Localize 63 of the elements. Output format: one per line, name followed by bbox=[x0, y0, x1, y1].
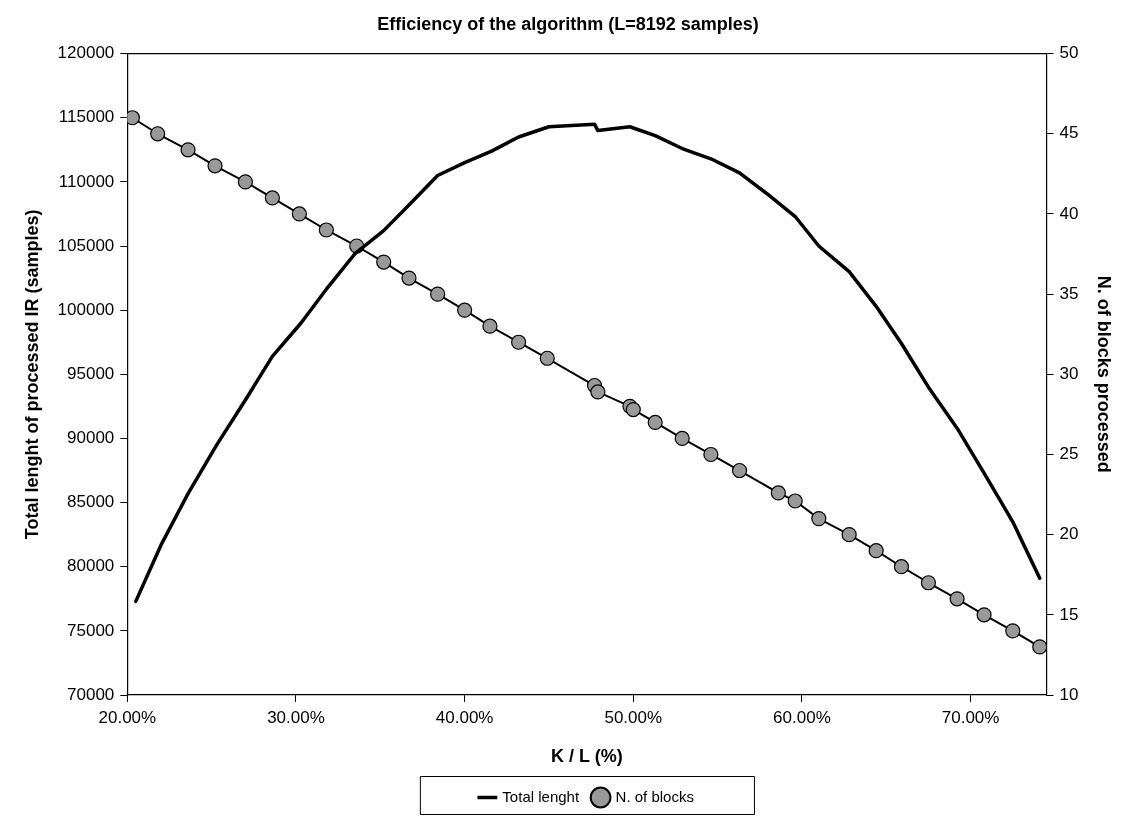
y-tick-label: 115000 bbox=[58, 107, 115, 127]
y-tick-label: 75000 bbox=[67, 620, 115, 640]
chart-title: Efficiency of the algorithm (L=8192 samples) bbox=[377, 13, 759, 34]
y-tick-label: 85000 bbox=[67, 492, 115, 512]
y-tick-label: 105000 bbox=[57, 235, 115, 255]
point bbox=[457, 302, 473, 318]
point bbox=[868, 543, 884, 559]
x-axis-title: K / L (%) bbox=[551, 746, 623, 767]
point bbox=[625, 401, 641, 418]
point bbox=[976, 607, 992, 623]
point bbox=[703, 446, 719, 463]
y2-tick-label: 15 bbox=[1059, 604, 1079, 624]
legend-label: N. of blocks bbox=[615, 787, 694, 805]
point bbox=[180, 142, 196, 158]
y-tick-label: 95000 bbox=[67, 363, 115, 383]
point bbox=[841, 527, 857, 543]
point bbox=[291, 206, 307, 222]
x-tick-label: 20.00% bbox=[98, 707, 157, 727]
point bbox=[207, 158, 223, 174]
x-tick-label: 70.00% bbox=[941, 707, 1000, 727]
point bbox=[430, 286, 446, 302]
point bbox=[731, 462, 748, 479]
point bbox=[1005, 623, 1021, 639]
point bbox=[376, 254, 392, 270]
point bbox=[893, 559, 910, 575]
point bbox=[647, 414, 663, 431]
y-tick-label: 70000 bbox=[67, 684, 115, 704]
y2-tick-label: 45 bbox=[1059, 123, 1079, 143]
point bbox=[590, 384, 606, 400]
y-tick-label: 80000 bbox=[67, 556, 115, 576]
point bbox=[318, 222, 334, 238]
x-tick-label: 30.00% bbox=[267, 707, 325, 727]
y2-axis-title: N. of blocks processed bbox=[1094, 275, 1115, 473]
x-tick-label: 40.00% bbox=[435, 707, 494, 727]
point bbox=[482, 318, 498, 334]
point bbox=[264, 190, 280, 206]
y-tick-label: 100000 bbox=[57, 299, 115, 319]
point bbox=[920, 575, 937, 591]
point bbox=[150, 126, 166, 142]
y2-tick-label: 50 bbox=[1059, 43, 1079, 63]
point bbox=[770, 485, 786, 501]
y2-tick-label: 35 bbox=[1059, 283, 1079, 303]
y-axis-title: Total lenght of processed IR (samples) bbox=[21, 209, 42, 540]
x-tick-label: 50.00% bbox=[604, 707, 663, 727]
y-tick-label: 110000 bbox=[58, 171, 115, 191]
x-tick-label: 60.00% bbox=[773, 707, 831, 727]
point bbox=[787, 493, 803, 509]
point bbox=[1032, 639, 1047, 655]
y2-tick-label: 40 bbox=[1059, 203, 1079, 223]
legend-label: Total lenght bbox=[502, 787, 580, 805]
point bbox=[511, 334, 527, 350]
y2-tick-label: 25 bbox=[1059, 444, 1079, 464]
point bbox=[949, 591, 965, 607]
y-tick-label: 90000 bbox=[67, 428, 115, 448]
point bbox=[237, 174, 253, 190]
point bbox=[674, 430, 690, 447]
point bbox=[811, 511, 827, 527]
point bbox=[401, 270, 417, 286]
point bbox=[539, 350, 555, 366]
y2-tick-label: 10 bbox=[1059, 684, 1079, 704]
y2-tick-label: 30 bbox=[1059, 363, 1079, 383]
y-tick-label: 120000 bbox=[57, 43, 115, 63]
y2-tick-label: 20 bbox=[1059, 524, 1079, 544]
